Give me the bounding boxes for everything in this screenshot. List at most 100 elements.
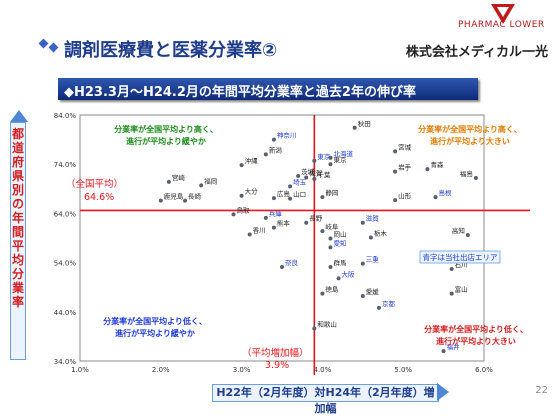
- data-point: [158, 198, 163, 203]
- point-label: 和歌山: [317, 320, 337, 329]
- point-label: 愛媛: [366, 287, 380, 296]
- data-point: [376, 305, 381, 310]
- y-tick-label: 64.0%: [54, 210, 77, 218]
- y-tick-label: 54.0%: [54, 260, 77, 268]
- point-label: 東京: [333, 155, 347, 164]
- point-label: 福島: [460, 169, 474, 178]
- data-point: [288, 196, 293, 201]
- legend-note-box: [419, 250, 501, 264]
- point-label: 徳島: [325, 285, 339, 294]
- point-label: 大阪: [342, 269, 356, 278]
- data-point: [166, 179, 171, 184]
- point-label: 栃木: [374, 229, 388, 238]
- average-increase-caption: （平均増加幅）: [242, 347, 309, 359]
- quadrant-note-bottom-right: 進行が平均より大きい: [436, 336, 516, 346]
- data-point: [465, 233, 470, 238]
- point-label: 石川: [455, 261, 468, 269]
- point-label: 鳥取: [237, 205, 251, 214]
- point-label: 三重: [366, 256, 380, 264]
- data-point: [328, 162, 333, 167]
- data-point: [449, 291, 454, 296]
- point-label: 島根: [439, 188, 453, 197]
- average-increase-value: 3.9%: [265, 360, 289, 371]
- chart-title-bar: ◆H23.3月～H24.2月の年間平均分業率と過去2年の伸び率: [58, 78, 478, 100]
- data-point: [393, 198, 398, 203]
- point-label: 青森: [430, 160, 444, 169]
- data-point: [312, 326, 317, 331]
- company-name: 株式会社メディカル一光: [405, 45, 548, 60]
- data-point: [271, 196, 276, 201]
- x-tick-label: 3.0%: [233, 366, 251, 374]
- point-label: 東京: [317, 152, 331, 161]
- point-label: 埼玉: [293, 177, 307, 186]
- point-label: 愛知: [333, 238, 346, 247]
- legend-note: 青字は当社出店エリア: [423, 252, 498, 262]
- x-tick-label: 1.0%: [71, 366, 89, 374]
- plot-area: [79, 114, 485, 362]
- data-point: [320, 229, 325, 234]
- point-label: 鹿児島: [164, 192, 184, 201]
- data-point: [433, 195, 438, 200]
- data-point: [449, 266, 454, 271]
- point-label: 茨城: [301, 167, 315, 176]
- data-point: [183, 198, 188, 203]
- point-label: 神奈川: [277, 131, 297, 140]
- point-label: 宮崎: [172, 173, 186, 182]
- average-share-value: 64.6%: [84, 192, 114, 203]
- point-label: 広島: [277, 189, 291, 198]
- average-share-caption: （全国平均）: [66, 178, 123, 190]
- data-point: [312, 158, 317, 163]
- quadrant-note-top-left: 進行が平均より緩やか: [126, 136, 206, 146]
- y-axis-arrow-icon: [10, 110, 28, 122]
- data-point: [336, 276, 341, 281]
- data-point: [263, 215, 268, 220]
- data-point: [280, 265, 284, 270]
- logo-text: PHARMAC LOWER: [458, 20, 545, 30]
- point-label: 岡山: [333, 229, 346, 238]
- point-label: 兵庫: [269, 209, 283, 218]
- point-label: 滋賀: [366, 214, 380, 223]
- point-label: 富山: [455, 285, 468, 294]
- point-label: 高知: [452, 226, 465, 235]
- data-point: [328, 155, 333, 160]
- point-label: 長崎: [188, 192, 202, 201]
- data-point: [239, 163, 244, 168]
- quadrant-note-top-left: 分業率が全国平均より高く、: [114, 124, 218, 134]
- page-title: 調剤医療費と医薬分業率②: [64, 40, 278, 61]
- y-tick-label: 44.0%: [54, 309, 77, 317]
- data-point: [271, 225, 276, 230]
- x-axis-arrow-icon: [437, 383, 449, 401]
- point-label: 沖縄: [245, 156, 259, 165]
- x-tick-label: 4.0%: [314, 366, 332, 374]
- data-point: [360, 261, 365, 266]
- point-label: 京都: [382, 299, 396, 308]
- point-label: 山形: [398, 191, 412, 200]
- data-point: [368, 235, 373, 240]
- quadrant-note-top-right: 進行が平均より大きい: [430, 136, 510, 146]
- quadrant-note-bottom-left: 進行が平均より緩やか: [115, 328, 195, 338]
- y-tick-label: 74.0%: [54, 161, 77, 169]
- point-label: 香川: [253, 226, 266, 235]
- point-label: 北海道: [333, 149, 353, 158]
- data-point: [473, 175, 478, 180]
- point-label: 新潟: [269, 145, 283, 154]
- quadrant-note-bottom-left: 分業率が全国平均より低く、: [103, 316, 207, 326]
- data-point: [263, 152, 268, 157]
- data-point: [247, 232, 252, 237]
- point-label: 山口: [293, 190, 306, 199]
- data-point: [360, 294, 365, 299]
- data-point: [328, 245, 333, 250]
- y-tick-label: 34.0%: [54, 358, 77, 366]
- point-label: 長野: [309, 215, 323, 223]
- y-axis-title: 都道府県別の年間平均分業率: [10, 122, 26, 360]
- x-tick-label: 5.0%: [394, 366, 412, 374]
- point-label: 千葉: [317, 170, 331, 179]
- point-label: 大分: [245, 187, 259, 196]
- data-point: [328, 236, 333, 241]
- data-point: [199, 183, 204, 188]
- point-label: 群馬: [333, 258, 347, 267]
- point-label: 岩手: [398, 163, 412, 172]
- data-point: [231, 212, 236, 217]
- page-number: 22: [535, 385, 548, 396]
